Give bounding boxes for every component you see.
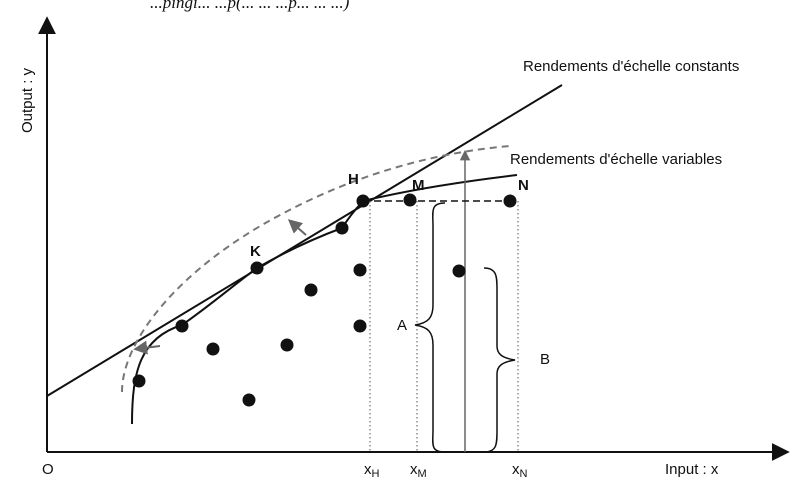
point-n bbox=[503, 194, 517, 208]
dashed-frontier-curve bbox=[121, 145, 511, 393]
point-h-label: H bbox=[348, 171, 359, 188]
projection-arrow-diagonal bbox=[287, 219, 307, 236]
point-h bbox=[356, 194, 370, 208]
y-axis-label: Output : y bbox=[19, 67, 36, 133]
brace-a-label: A bbox=[397, 317, 407, 334]
data-point bbox=[335, 221, 349, 235]
data-point bbox=[132, 374, 146, 388]
dmu-points bbox=[132, 193, 517, 407]
data-point bbox=[353, 319, 367, 333]
tick-label-xn: xN bbox=[512, 461, 528, 480]
point-m-label: M bbox=[412, 177, 425, 194]
point-k-label: K bbox=[250, 243, 261, 260]
data-point bbox=[304, 283, 318, 297]
data-point bbox=[353, 263, 367, 277]
brace-b-label: B bbox=[540, 351, 550, 368]
data-point bbox=[206, 342, 220, 356]
vrs-frontier-curve bbox=[131, 174, 518, 425]
figure-caption: ...pingi... ...p(... ... ...p... ... ...… bbox=[150, 0, 350, 12]
point-m bbox=[403, 193, 417, 207]
data-point bbox=[242, 393, 256, 407]
point-k bbox=[250, 261, 264, 275]
crs-label: Rendements d'échelle constants bbox=[523, 58, 739, 75]
projection-arrow-left bbox=[133, 340, 161, 355]
data-point bbox=[452, 264, 466, 278]
data-point bbox=[280, 338, 294, 352]
brace-a bbox=[414, 202, 446, 453]
x-axis-label: Input : x bbox=[665, 461, 719, 478]
tick-label-xh: xH bbox=[364, 461, 380, 480]
tick-label-xm: xM bbox=[410, 461, 427, 480]
origin-label: O bbox=[42, 461, 54, 478]
brace-b bbox=[483, 267, 516, 453]
crs-frontier-line bbox=[46, 84, 563, 397]
data-point bbox=[175, 319, 189, 333]
vrs-label: Rendements d'échelle variables bbox=[510, 151, 722, 168]
point-n-label: N bbox=[518, 177, 529, 194]
